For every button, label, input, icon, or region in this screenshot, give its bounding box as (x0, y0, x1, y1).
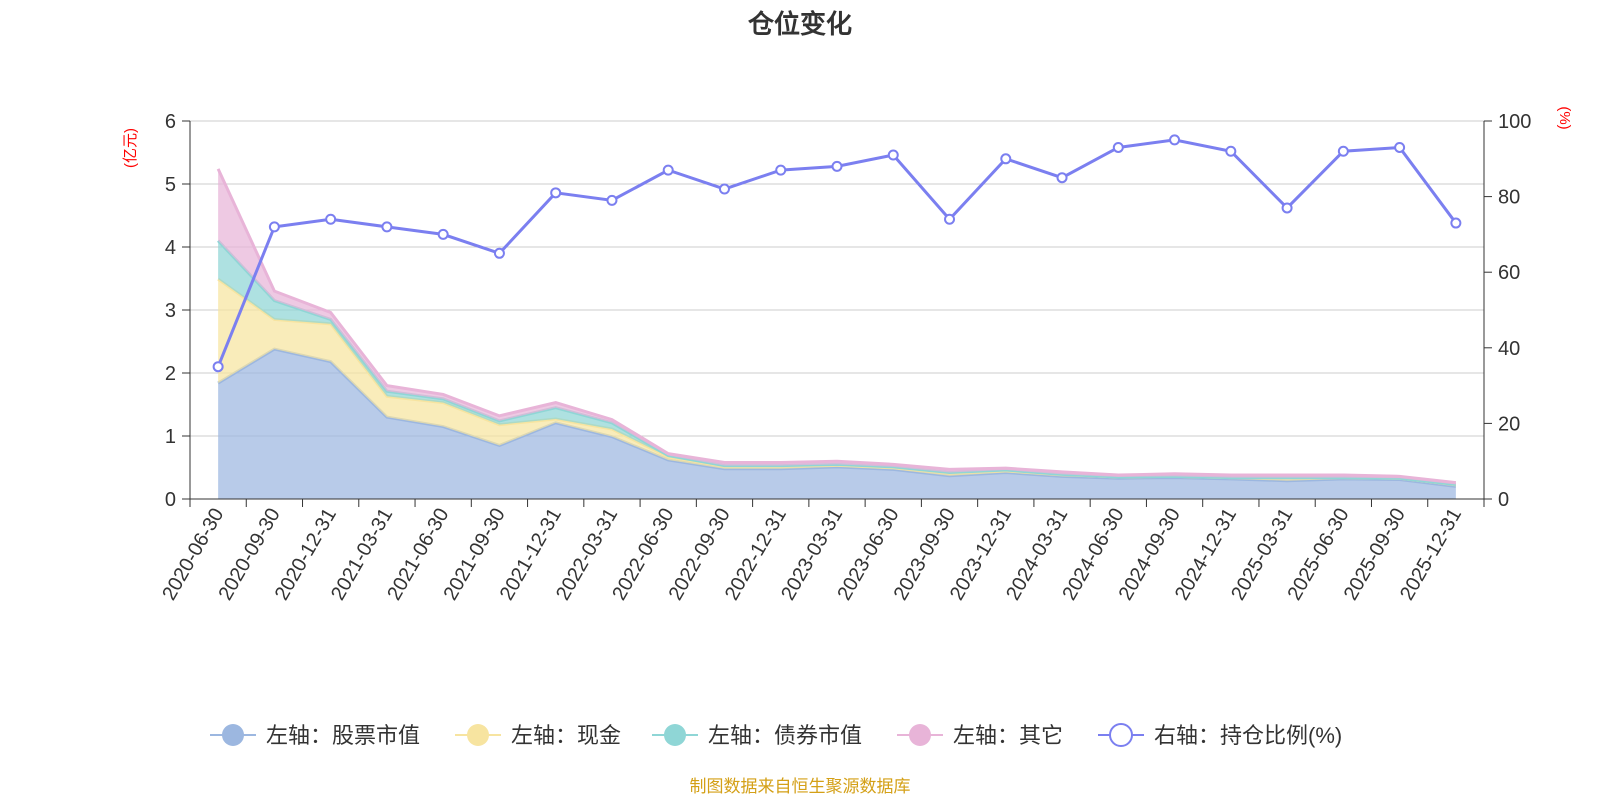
legend-marker-1 (467, 724, 489, 746)
left-tick-label: 6 (165, 111, 176, 133)
right-tick-label: 40 (1498, 338, 1520, 360)
left-axis-unit: (亿元) (122, 128, 139, 168)
legend-label-0: 左轴：股票市值 (266, 723, 420, 748)
holding-ratio-point (550, 187, 562, 199)
holding-ratio-point (493, 247, 505, 259)
holding-ratio-point (325, 213, 337, 225)
holding-ratio-point (718, 183, 730, 195)
holding-ratio-point (1225, 145, 1237, 157)
left-tick-label: 4 (165, 237, 176, 259)
left-tick-label: 2 (165, 363, 176, 385)
holding-ratio-line (216, 138, 1458, 368)
legend-marker-2 (664, 724, 686, 746)
right-tick-label: 100 (1498, 111, 1531, 133)
legend-label-1: 左轴：现金 (511, 723, 621, 748)
left-tick-label: 3 (165, 300, 176, 322)
right-tick-label: 60 (1498, 262, 1520, 284)
holding-ratio-point (887, 149, 899, 161)
holding-ratio-point (1056, 172, 1068, 184)
holding-ratio-point (212, 361, 224, 373)
legend-label-2: 左轴：债券市值 (708, 723, 862, 748)
area-0 (218, 349, 1456, 499)
holding-ratio-point (437, 228, 449, 240)
holding-ratio-point (381, 221, 393, 233)
legend: 左轴：股票市值 左轴：现金 左轴：债券市值 左轴：其它 右轴：持仓比例(%) (210, 723, 1342, 748)
left-tick-label: 1 (165, 426, 176, 448)
line-series (212, 134, 1462, 373)
legend-marker-0 (222, 724, 244, 746)
holding-ratio-point (1000, 153, 1012, 165)
holding-ratio-point (1281, 202, 1293, 214)
area-edge-3 (216, 168, 1457, 485)
right-axis-unit: (%) (1556, 106, 1573, 129)
holding-ratio-point (831, 160, 843, 172)
holding-ratio-point (1337, 145, 1349, 157)
area-series (216, 168, 1457, 499)
left-tick-label: 0 (165, 489, 176, 511)
holding-ratio-point (1394, 141, 1406, 153)
holding-ratio-point (1169, 134, 1181, 146)
holding-ratio-point (662, 164, 674, 176)
holding-ratio-point (606, 194, 618, 206)
right-tick-label: 80 (1498, 187, 1520, 209)
chart-title: 仓位变化 (747, 9, 852, 39)
legend-label-4: 右轴：持仓比例(%) (1154, 723, 1342, 748)
grid (190, 120, 1484, 437)
legend-marker-4 (1109, 723, 1133, 747)
legend-marker-3 (909, 724, 931, 746)
left-tick-label: 5 (165, 174, 176, 196)
holding-ratio-point (775, 164, 787, 176)
holding-ratio-point (1450, 217, 1462, 229)
legend-label-3: 左轴：其它 (953, 723, 1063, 748)
right-tick-label: 20 (1498, 413, 1520, 435)
holding-ratio-point (1112, 141, 1124, 153)
holding-ratio-point (944, 213, 956, 225)
holding-ratio-point (268, 221, 280, 233)
right-tick-label: 0 (1498, 489, 1509, 511)
source-note: 制图数据来自恒生聚源数据库 (690, 777, 911, 796)
